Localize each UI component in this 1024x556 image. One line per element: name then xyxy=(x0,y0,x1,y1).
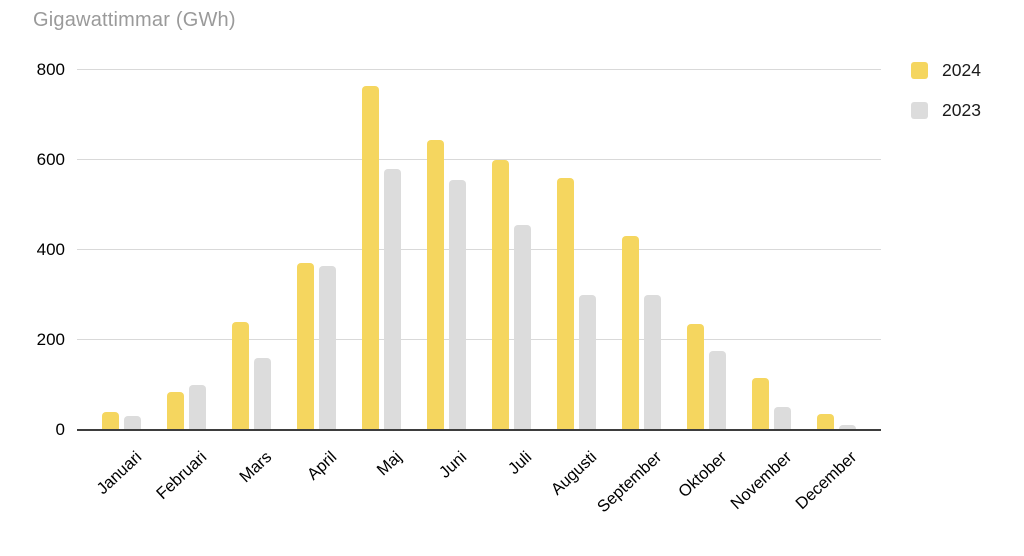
bar-2024-februari xyxy=(166,392,184,430)
legend-item-2024: 2024 xyxy=(911,60,981,81)
bar-2024-mars xyxy=(231,322,249,430)
plot-area xyxy=(77,69,881,431)
bar-2023-juli xyxy=(513,225,531,430)
y-axis-tick-label-800: 800 xyxy=(36,60,65,79)
legend: 2024 2023 xyxy=(911,60,981,140)
bar-2024-januari xyxy=(101,412,119,430)
gridline-400 xyxy=(77,249,881,250)
bar-2023-november xyxy=(773,407,791,430)
y-axis-tick-label-200: 200 xyxy=(36,330,65,349)
bar-2024-maj xyxy=(361,86,379,430)
bar-2024-augusti xyxy=(556,178,574,430)
x-axis-baseline xyxy=(77,429,881,431)
bar-2023-juni xyxy=(448,180,466,430)
bar-2024-december xyxy=(816,414,834,430)
legend-label-2023: 2023 xyxy=(942,100,981,120)
bar-2023-december xyxy=(838,425,856,430)
bar-2023-maj xyxy=(383,169,401,430)
bar-2024-september xyxy=(621,236,639,430)
bar-2023-januari xyxy=(123,416,141,430)
bar-2024-juli xyxy=(491,160,509,430)
bar-2024-oktober xyxy=(686,324,704,430)
y-axis-tick-label-600: 600 xyxy=(36,150,65,169)
bar-2024-april xyxy=(296,263,314,430)
y-axis-tick-label-400: 400 xyxy=(36,240,65,259)
legend-label-2024: 2024 xyxy=(942,60,981,80)
chart-title: Gigawattimmar (GWh) xyxy=(33,9,236,31)
legend-swatch-2023 xyxy=(911,102,928,119)
bar-2023-april xyxy=(318,266,336,430)
bar-2024-juni xyxy=(426,140,444,430)
y-axis-tick-label-0: 0 xyxy=(55,420,65,439)
gridline-200 xyxy=(77,339,881,340)
legend-swatch-2024 xyxy=(911,62,928,79)
legend-item-2023: 2023 xyxy=(911,100,981,121)
bar-2023-februari xyxy=(188,385,206,430)
gridline-600 xyxy=(77,159,881,160)
gridline-800 xyxy=(77,69,881,70)
bar-2023-september xyxy=(643,295,661,430)
bar-2024-november xyxy=(751,378,769,430)
bar-2023-oktober xyxy=(708,351,726,430)
bar-2023-augusti xyxy=(578,295,596,430)
bar-2023-mars xyxy=(253,358,271,430)
